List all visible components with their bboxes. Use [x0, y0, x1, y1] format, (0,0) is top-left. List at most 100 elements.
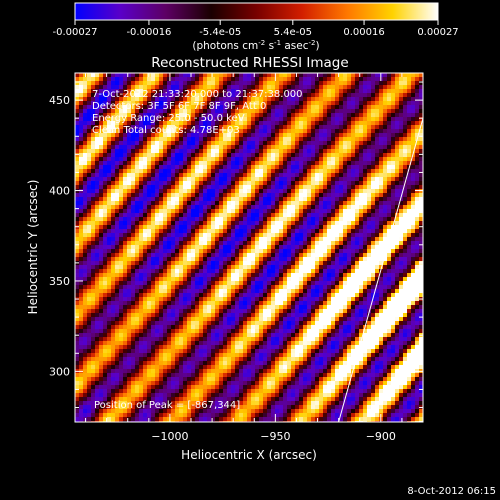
- heatmap-cell: [83, 133, 88, 138]
- heatmap-cell: [263, 233, 268, 238]
- heatmap-cell: [371, 205, 376, 210]
- heatmap-cell: [139, 77, 144, 82]
- heatmap-cell: [211, 129, 216, 134]
- heatmap-cell: [415, 197, 420, 202]
- heatmap-cell: [207, 225, 212, 230]
- heatmap-cell: [171, 269, 176, 274]
- heatmap-cell: [255, 277, 260, 282]
- heatmap-cell: [255, 249, 260, 254]
- heatmap-cell: [119, 169, 124, 174]
- heatmap-cell: [159, 149, 164, 154]
- heatmap-cell: [179, 93, 184, 98]
- heatmap-cell: [267, 121, 272, 126]
- heatmap-cell: [111, 253, 116, 258]
- heatmap-cell: [303, 281, 308, 286]
- heatmap-cell: [343, 297, 348, 302]
- heatmap-cell: [255, 85, 260, 90]
- heatmap-cell: [115, 137, 120, 142]
- heatmap-cell: [255, 125, 260, 130]
- heatmap-cell: [187, 201, 192, 206]
- heatmap-cell: [127, 269, 132, 274]
- heatmap-cell: [247, 89, 252, 94]
- heatmap-cell: [75, 245, 80, 250]
- heatmap-cell: [231, 81, 236, 86]
- heatmap-cell: [235, 217, 240, 222]
- heatmap-cell: [251, 145, 256, 150]
- heatmap-cell: [135, 117, 140, 122]
- heatmap-cell: [339, 249, 344, 254]
- heatmap-cell: [75, 213, 80, 218]
- heatmap-cell: [167, 177, 172, 182]
- heatmap-cell: [379, 181, 384, 186]
- heatmap-cell: [255, 189, 260, 194]
- heatmap-cell: [251, 85, 256, 90]
- heatmap-cell: [95, 285, 100, 290]
- heatmap-cell: [307, 133, 312, 138]
- heatmap-cell: [255, 193, 260, 198]
- heatmap-cell: [187, 85, 192, 90]
- heatmap-cell: [267, 181, 272, 186]
- heatmap-cell: [339, 125, 344, 130]
- heatmap-cell: [355, 217, 360, 222]
- heatmap-cell: [195, 225, 200, 230]
- heatmap-cell: [387, 137, 392, 142]
- heatmap-cell: [339, 149, 344, 154]
- heatmap-cell: [103, 81, 108, 86]
- heatmap-cell: [419, 173, 423, 178]
- heatmap-cell: [363, 153, 368, 158]
- heatmap-cell: [411, 77, 416, 82]
- heatmap-cell: [155, 277, 160, 282]
- heatmap-cell: [263, 73, 268, 78]
- heatmap-cell: [267, 149, 272, 154]
- heatmap-cell: [411, 153, 416, 158]
- heatmap-cell: [367, 153, 372, 158]
- heatmap-cell: [143, 101, 148, 106]
- heatmap-cell: [263, 281, 268, 286]
- heatmap-cell: [119, 145, 124, 150]
- heatmap-cell: [83, 77, 88, 82]
- heatmap-cell: [399, 73, 404, 78]
- heatmap-cell: [399, 109, 404, 114]
- heatmap-cell: [299, 145, 304, 150]
- heatmap-cell: [311, 189, 316, 194]
- heatmap-cell: [87, 73, 92, 78]
- heatmap-cell: [95, 301, 100, 306]
- heatmap-cell: [219, 237, 224, 242]
- heatmap-cell: [143, 129, 148, 134]
- heatmap-cell: [103, 237, 108, 242]
- heatmap-cell: [339, 189, 344, 194]
- heatmap-cell: [119, 213, 124, 218]
- heatmap-cell: [243, 173, 248, 178]
- heatmap-cell: [415, 297, 420, 302]
- heatmap-cell: [315, 153, 320, 158]
- heatmap-cell: [295, 153, 300, 158]
- heatmap-cell: [307, 145, 312, 150]
- heatmap-cell: [375, 157, 380, 162]
- heatmap-cell: [79, 209, 84, 214]
- heatmap-cell: [191, 149, 196, 154]
- heatmap-cell: [343, 89, 348, 94]
- heatmap-cell: [255, 201, 260, 206]
- heatmap-cell: [315, 293, 320, 298]
- heatmap-cell: [367, 297, 372, 302]
- heatmap-cell: [111, 221, 116, 226]
- heatmap-cell: [163, 221, 168, 226]
- heatmap-cell: [267, 205, 272, 210]
- heatmap-cell: [227, 153, 232, 158]
- heatmap-cell: [331, 157, 336, 162]
- heatmap-cell: [211, 241, 216, 246]
- heatmap-cell: [367, 77, 372, 82]
- heatmap-cell: [275, 181, 280, 186]
- heatmap-cell: [239, 213, 244, 218]
- heatmap-cell: [243, 125, 248, 130]
- heatmap-cell: [347, 145, 352, 150]
- heatmap-cell: [375, 105, 380, 110]
- heatmap-cell: [151, 285, 156, 290]
- heatmap-cell: [311, 217, 316, 222]
- heatmap-cell: [87, 77, 92, 82]
- heatmap-cell: [291, 77, 296, 82]
- heatmap-cell: [375, 153, 380, 158]
- heatmap-cell: [411, 217, 416, 222]
- heatmap-cell: [107, 253, 112, 258]
- heatmap-cell: [331, 197, 336, 202]
